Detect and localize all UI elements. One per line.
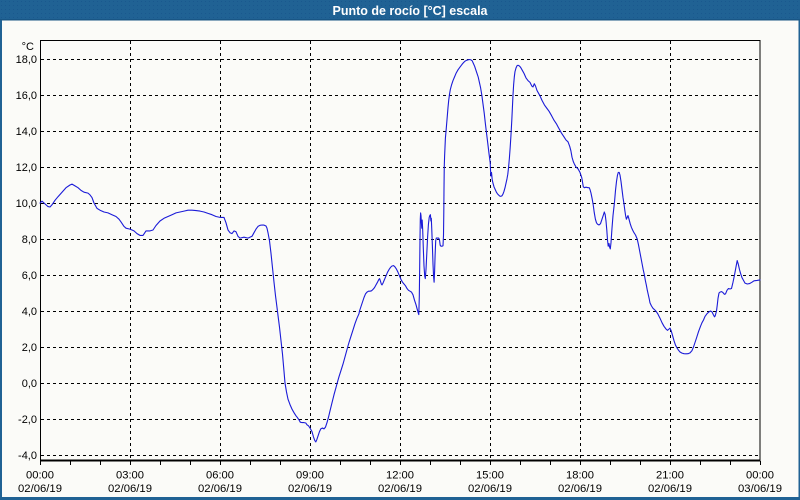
svg-text:03/06/19: 03/06/19 xyxy=(738,483,782,495)
svg-text:02/06/19: 02/06/19 xyxy=(468,483,512,495)
svg-text:00:00: 00:00 xyxy=(746,470,774,482)
svg-text:14,0: 14,0 xyxy=(16,126,37,138)
svg-text:°C: °C xyxy=(22,41,34,53)
svg-text:02/06/19: 02/06/19 xyxy=(648,483,692,495)
svg-text:21:00: 21:00 xyxy=(656,470,684,482)
svg-text:Punto de rocío [°C] escala: Punto de rocío [°C] escala xyxy=(332,4,488,18)
svg-text:10,0: 10,0 xyxy=(16,198,37,210)
svg-text:16,0: 16,0 xyxy=(16,90,37,102)
svg-text:12,0: 12,0 xyxy=(16,162,37,174)
svg-text:-4,0: -4,0 xyxy=(18,450,37,462)
svg-text:06:00: 06:00 xyxy=(206,470,234,482)
svg-text:0,0: 0,0 xyxy=(22,378,37,390)
svg-text:02/06/19: 02/06/19 xyxy=(558,483,602,495)
svg-text:02/06/19: 02/06/19 xyxy=(378,483,422,495)
svg-text:6,0: 6,0 xyxy=(22,270,37,282)
svg-text:2,0: 2,0 xyxy=(22,342,37,354)
svg-text:12:00: 12:00 xyxy=(386,470,414,482)
svg-text:02/06/19: 02/06/19 xyxy=(198,483,242,495)
svg-text:00:00: 00:00 xyxy=(26,470,54,482)
svg-text:02/06/19: 02/06/19 xyxy=(288,483,332,495)
svg-text:-2,0: -2,0 xyxy=(18,414,37,426)
svg-text:02/06/19: 02/06/19 xyxy=(108,483,152,495)
svg-text:4,0: 4,0 xyxy=(22,306,37,318)
svg-text:18,0: 18,0 xyxy=(16,54,37,66)
svg-text:8,0: 8,0 xyxy=(22,234,37,246)
svg-text:02/06/19: 02/06/19 xyxy=(18,483,62,495)
svg-text:03:00: 03:00 xyxy=(116,470,144,482)
svg-text:15:00: 15:00 xyxy=(476,470,504,482)
svg-text:18:00: 18:00 xyxy=(566,470,594,482)
svg-text:09:00: 09:00 xyxy=(296,470,324,482)
